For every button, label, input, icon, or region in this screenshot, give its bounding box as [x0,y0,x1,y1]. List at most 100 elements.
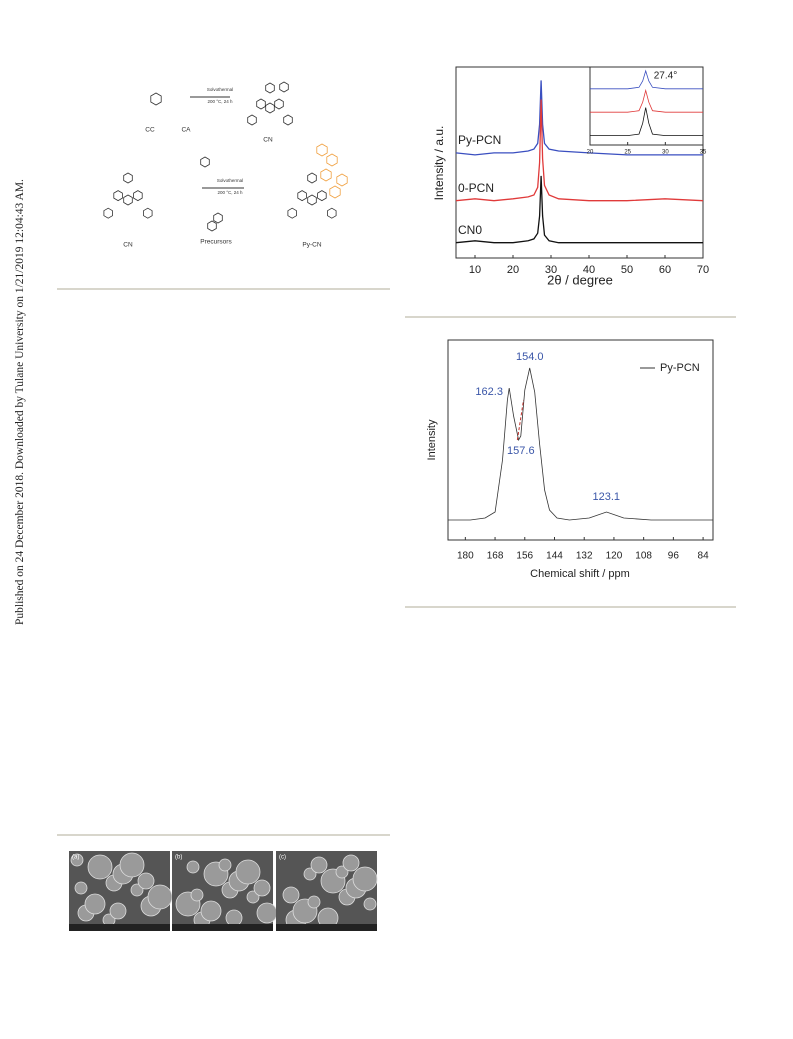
particle [282,886,300,904]
legend-label: Py-PCN [660,362,700,374]
particle [109,902,127,920]
y-axis-label: Intensity [426,419,438,460]
scheme-label: CN [123,242,133,249]
ring [283,114,293,126]
ring [265,102,275,114]
particle [74,881,88,895]
annotation: 27.4° [654,71,677,82]
ring [307,194,317,206]
particle [218,858,232,872]
particle [352,866,378,892]
x-tick-label: 10 [469,264,481,276]
x-tick-label: 35 [700,150,707,156]
data-line [455,175,703,244]
ring [327,207,337,219]
ring [133,190,143,202]
sem-scalebar [276,924,377,931]
data-line [590,69,703,90]
x-tick-label: 50 [621,264,633,276]
annotation: 157.6 [507,445,535,457]
x-tick-label: 120 [606,551,623,562]
ring [213,212,223,224]
x-tick-label: 180 [457,551,474,562]
ring [113,190,123,202]
sem-scalebar [69,924,170,931]
particle [147,884,173,910]
particle [303,867,317,881]
particle [310,856,328,874]
particle [87,854,113,880]
ring [329,185,341,199]
ring [274,98,284,110]
ring [287,207,297,219]
particle [342,854,360,872]
arrow-text: Solvothermal [207,87,233,92]
x-tick-label: 30 [662,150,669,156]
particle [70,853,84,867]
panel-label: (b) [175,855,182,861]
ring [247,114,257,126]
x-tick-label: 40 [583,264,595,276]
scheme-label: CN [263,137,273,144]
sem-scalebar [172,924,273,931]
scheme-label: CC [145,127,155,134]
particle [246,890,260,904]
particle [363,897,377,911]
series-label: CN0 [458,223,482,237]
series-label: 0-PCN [458,181,494,195]
particle [130,883,144,897]
x-tick-label: 108 [635,551,652,562]
dashed-marker [516,399,525,441]
x-tick-label: 20 [587,150,594,156]
plot-frame [447,339,714,541]
particle [186,860,200,874]
ring [320,168,332,182]
ring [123,194,133,206]
x-tick-label: 25 [624,150,631,156]
x-tick-label: 144 [546,551,563,562]
x-axis-label: 2θ / degree [547,272,613,287]
ring [103,207,113,219]
scheme-label: Precursors [200,239,232,246]
particle [84,893,106,915]
ring [307,172,317,184]
data-line [455,99,704,202]
data-line [455,80,703,156]
ring [265,82,275,94]
scheme-label: CA [181,127,191,134]
x-tick-label: 84 [698,551,710,562]
ring [297,190,307,202]
panel-label: (c) [279,855,286,861]
ring [256,98,266,110]
particle [137,872,155,890]
particle [235,859,261,885]
ring [143,207,153,219]
ring [316,143,328,157]
arrow-text: Solvothermal [217,178,243,183]
particle [119,852,145,878]
particle [307,895,321,909]
data-line [590,88,703,113]
data-line [448,367,713,521]
series-label: Py-PCN [458,133,501,147]
panel-label: (a) [72,855,79,861]
data-line [590,107,703,136]
x-tick-label: 60 [659,264,671,276]
x-axis-label: Chemical shift / ppm [530,568,630,580]
plot-frame [589,66,704,146]
annotation: 154.0 [516,351,544,363]
ring [326,153,338,167]
ring [279,81,289,93]
x-tick-label: 70 [697,264,709,276]
x-tick-label: 30 [545,264,557,276]
ring [200,156,210,168]
particle [225,909,243,927]
x-tick-label: 168 [487,551,504,562]
annotation: 162.3 [475,386,503,398]
x-tick-label: 132 [576,551,593,562]
ring [336,173,348,187]
annotation: 123.1 [592,491,620,503]
scheme-label: Py-CN [302,242,321,249]
